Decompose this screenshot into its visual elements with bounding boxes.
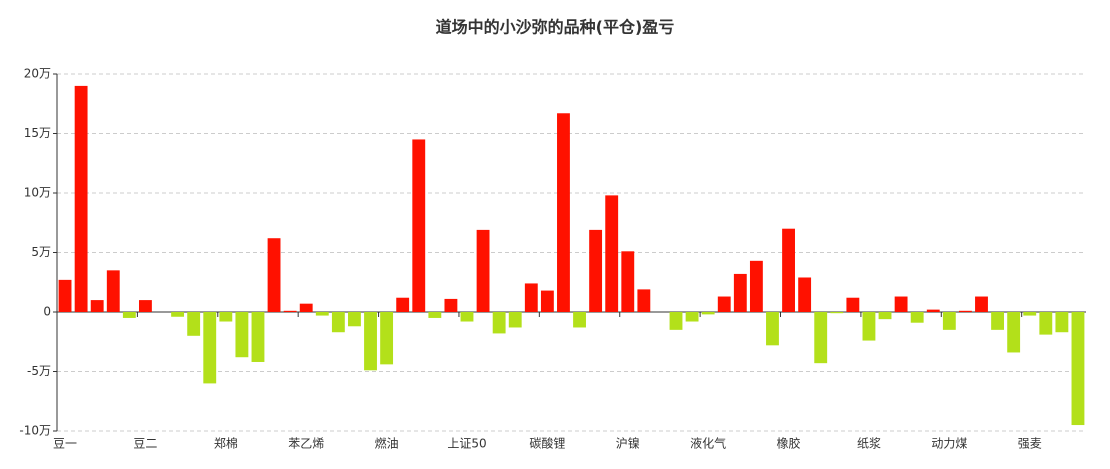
bar xyxy=(846,297,860,312)
bar xyxy=(444,298,458,312)
bar xyxy=(187,312,201,336)
bar xyxy=(830,312,844,314)
y-tick-label: 0 xyxy=(43,305,51,319)
bar xyxy=(621,251,635,312)
bar xyxy=(251,312,265,362)
y-tick-label: 10万 xyxy=(24,186,51,200)
x-tick-label: 沪镍 xyxy=(616,437,640,451)
bar xyxy=(942,312,956,330)
bar xyxy=(685,312,699,322)
bar xyxy=(428,312,442,318)
bar xyxy=(460,312,474,322)
bar xyxy=(1023,312,1037,316)
bar xyxy=(991,312,1005,330)
bar xyxy=(975,296,988,312)
bar xyxy=(540,290,554,312)
bar xyxy=(589,229,603,312)
chart-title: 道场中的小沙弥的品种(平仓)盈亏 xyxy=(436,18,675,37)
bar xyxy=(219,312,233,322)
y-tick-label: 20万 xyxy=(24,67,51,81)
bar xyxy=(573,312,586,328)
bar xyxy=(958,310,972,312)
x-tick-label: 豆二 xyxy=(133,437,157,451)
bar xyxy=(58,279,72,312)
bar xyxy=(669,312,683,330)
bar xyxy=(267,238,281,312)
x-tick-label: 燃油 xyxy=(375,436,399,451)
y-tick-label: -10万 xyxy=(19,424,51,438)
x-tick-label: 橡胶 xyxy=(777,436,801,451)
bar xyxy=(733,273,747,312)
bar xyxy=(90,300,104,312)
bar xyxy=(910,312,924,323)
x-tick-label: 豆一 xyxy=(53,437,77,451)
x-tick-label: 纸浆 xyxy=(857,436,881,451)
bar xyxy=(106,270,120,312)
bar xyxy=(605,195,619,312)
bar xyxy=(637,289,651,312)
y-tick-label: 15万 xyxy=(24,126,51,140)
x-tick-label: 苯乙烯 xyxy=(288,437,324,451)
x-tick-label: 动力煤 xyxy=(931,437,967,451)
y-tick-label: -5万 xyxy=(27,364,51,378)
bar xyxy=(171,312,185,317)
bar xyxy=(1007,312,1021,353)
bar xyxy=(524,283,538,312)
bar xyxy=(364,312,377,371)
bar xyxy=(492,312,506,334)
bar xyxy=(862,312,876,341)
bar xyxy=(1055,312,1069,333)
x-tick-label: 郑棉 xyxy=(214,436,238,451)
bar xyxy=(782,228,795,312)
x-tick-label: 上证50 xyxy=(447,437,486,451)
bar xyxy=(299,303,313,312)
bar xyxy=(814,312,828,364)
bar xyxy=(396,297,410,312)
bar xyxy=(138,300,152,312)
x-tick-label: 强麦 xyxy=(1018,437,1042,451)
bar xyxy=(798,277,812,312)
bar xyxy=(766,312,779,346)
x-tick-label: 液化气 xyxy=(690,436,726,451)
y-tick-label: 5万 xyxy=(31,245,51,259)
bar xyxy=(701,312,715,315)
bar xyxy=(926,309,940,312)
x-tick-label: 碳酸锂 xyxy=(529,436,565,451)
bar xyxy=(894,296,908,312)
bar xyxy=(203,312,217,384)
bar xyxy=(235,312,249,358)
bar xyxy=(74,85,88,313)
bar xyxy=(412,139,426,312)
bar xyxy=(717,296,731,312)
bar xyxy=(508,312,522,328)
bar xyxy=(331,312,345,333)
bar xyxy=(122,312,136,318)
bar xyxy=(380,312,394,365)
bar xyxy=(878,312,892,320)
bar xyxy=(315,312,329,316)
bar xyxy=(283,310,297,312)
bar xyxy=(557,113,570,313)
bar xyxy=(1071,312,1085,426)
bar xyxy=(476,229,490,312)
bar xyxy=(348,312,361,327)
bar xyxy=(749,260,763,312)
bar xyxy=(1039,312,1053,335)
